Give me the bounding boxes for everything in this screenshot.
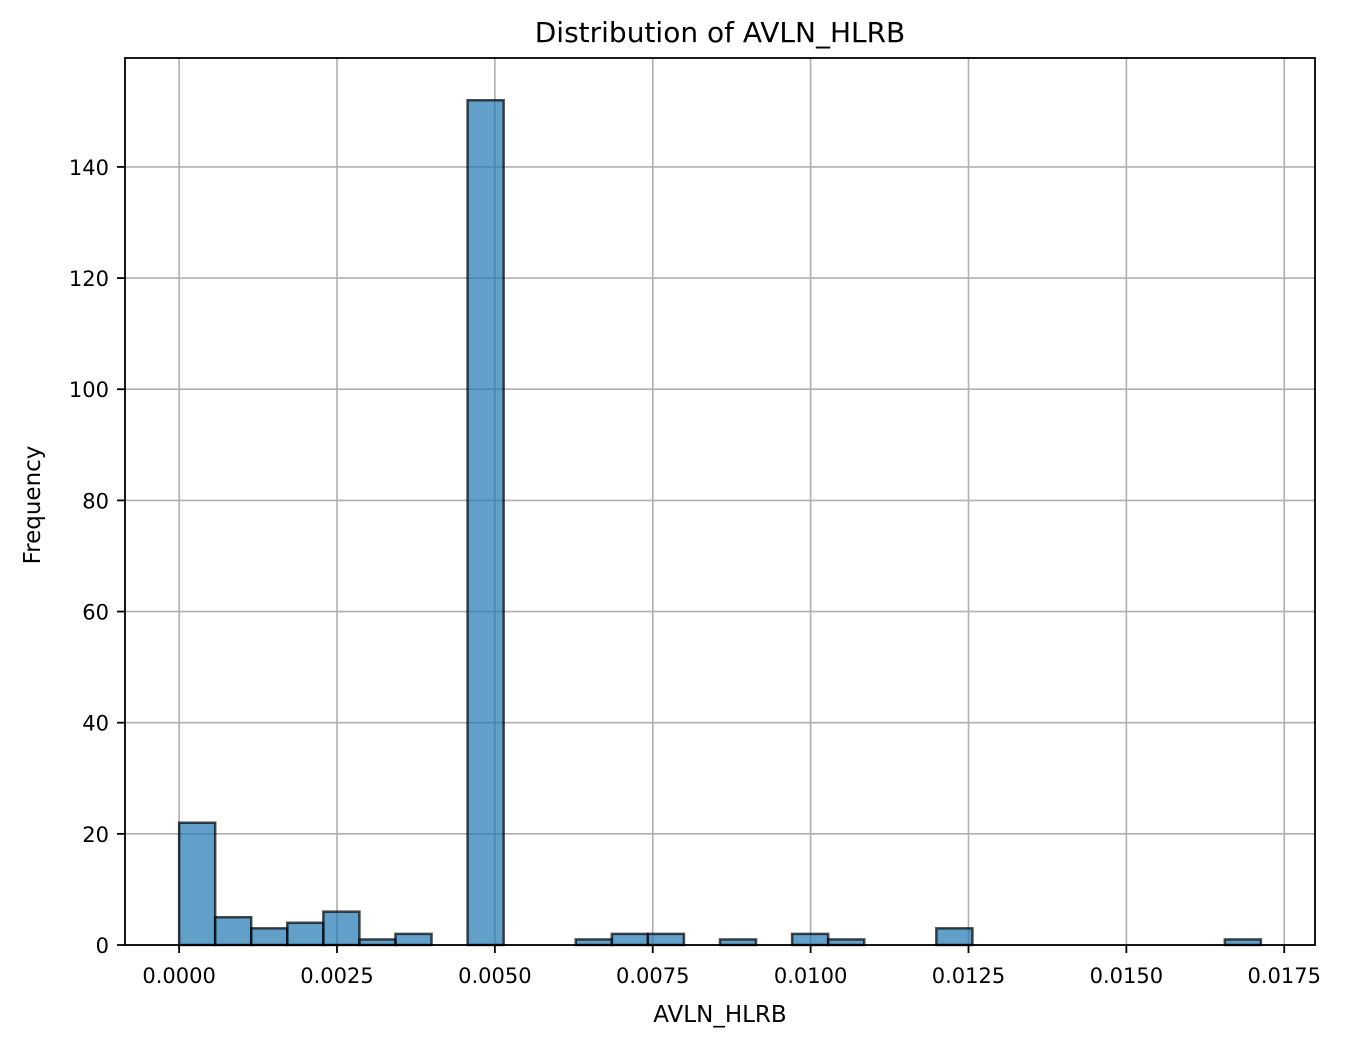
y-tick-label: 140 — [69, 156, 109, 180]
y-tick-label: 120 — [69, 267, 109, 291]
axes-frame — [124, 57, 1316, 946]
histogram-bar — [177, 821, 217, 947]
histogram-bar — [286, 921, 325, 947]
histogram-bar — [213, 915, 253, 947]
x-axis-label: AVLN_HLRB — [653, 1002, 786, 1028]
histogram-bar — [249, 927, 289, 947]
y-tick-label: 60 — [82, 601, 109, 625]
x-tick-label: 0.0025 — [300, 964, 373, 988]
y-tick-label: 100 — [69, 378, 109, 402]
x-tick-label: 0.0000 — [142, 964, 215, 988]
histogram-bar — [394, 932, 433, 947]
x-axis-ticks: 0.0000 0.0025 0.0050 0.0075 0.0100 0.0125 0.01… — [142, 945, 1321, 988]
histogram-bar — [322, 910, 361, 947]
x-tick-label: 0.0150 — [1090, 964, 1163, 988]
histogram-bar — [610, 932, 650, 947]
histogram-bar — [790, 932, 830, 947]
histogram-bar — [646, 932, 686, 947]
axes — [124, 57, 1316, 946]
bars — [177, 98, 1263, 947]
chart-title: Distribution of AVLN_HLRB — [535, 16, 906, 49]
grid-lines — [125, 58, 1315, 946]
histogram-bar — [466, 98, 505, 947]
x-tick-label: 0.0075 — [616, 964, 689, 988]
x-tick-label: 0.0100 — [774, 964, 847, 988]
y-tick-label: 40 — [82, 712, 109, 736]
y-tick-label: 0 — [96, 934, 109, 958]
y-tick-label: 80 — [82, 489, 109, 513]
histogram-bar — [935, 927, 974, 947]
y-axis-ticks: 0 20 40 60 80 100 120 140 — [69, 156, 125, 958]
x-tick-label: 0.0050 — [458, 964, 531, 988]
y-axis-label: Frequency — [20, 446, 46, 565]
y-tick-label: 20 — [82, 823, 109, 847]
x-tick-label: 0.0125 — [932, 964, 1005, 988]
x-tick-label: 0.0175 — [1248, 964, 1321, 988]
